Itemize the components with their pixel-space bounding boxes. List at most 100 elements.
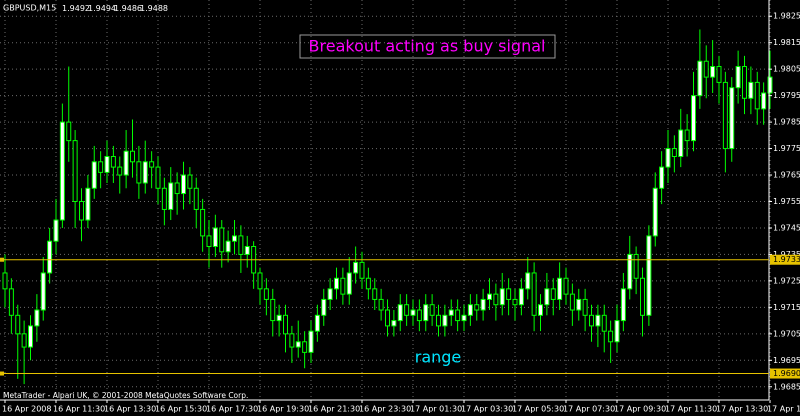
candle-body [308, 330, 314, 353]
candle-body [174, 182, 180, 195]
candle-body [557, 277, 563, 300]
candle-body [276, 314, 282, 322]
candle-body [340, 277, 346, 295]
candle-body [193, 187, 199, 210]
x-tick-label: 16 Apr 21:30 [308, 405, 360, 414]
candle-body [257, 272, 263, 290]
candle-body [161, 187, 167, 210]
candle-body [34, 309, 40, 327]
candle-body [550, 288, 556, 300]
candle-body [684, 129, 690, 142]
x-tick-label: 16 Apr 23:30 [359, 405, 411, 414]
x-tick-label: 16 Apr 17:30 [206, 405, 258, 414]
candle-body [665, 148, 671, 168]
price-line-tag [770, 254, 800, 265]
candle-body [321, 298, 327, 316]
candle-body [614, 320, 620, 343]
x-tick-label: 17 Apr 05:30 [512, 405, 564, 414]
candle-body [85, 187, 91, 221]
candle-body [212, 227, 218, 247]
y-tick-label: 1.9805 [773, 65, 800, 74]
x-tick-label: 17 Apr 15:30 [767, 405, 800, 414]
candle-body [8, 288, 14, 316]
candle-body [206, 235, 212, 247]
candle-body [353, 261, 359, 274]
candle-body [155, 166, 161, 189]
candle-body [703, 60, 709, 78]
candle-body [219, 227, 225, 253]
candle-body [569, 293, 575, 311]
header-price: 1.9494 [88, 4, 116, 13]
candle-body [671, 148, 677, 158]
price-line-tag [770, 368, 800, 379]
candle-body [200, 208, 206, 237]
candle-body [53, 219, 59, 242]
x-tick-label: 16 Apr 13:30 [104, 405, 156, 414]
candle-body [474, 304, 480, 311]
x-tick-label: 17 Apr 03:30 [461, 405, 513, 414]
y-tick-label: 1.9695 [773, 356, 800, 365]
candle-body [397, 304, 403, 322]
candle-body [359, 261, 365, 279]
candle-body [142, 161, 148, 184]
candle-body [270, 298, 276, 322]
y-tick-label: 1.9775 [773, 144, 800, 153]
candle-body [525, 272, 531, 290]
price-line-marker [0, 257, 4, 262]
candle-body [47, 240, 53, 274]
x-tick-label: 17 Apr 01:30 [410, 405, 462, 414]
candle-body [722, 81, 728, 150]
y-tick-label: 1.9715 [773, 303, 800, 312]
header-price: 1.9486 [114, 4, 142, 13]
candle-body [130, 150, 135, 163]
candle-body [448, 309, 454, 316]
y-tick-label: 1.9795 [773, 91, 800, 100]
candle-body [601, 314, 607, 332]
header-price: 1.9492 [62, 4, 90, 13]
candle-body [518, 288, 524, 306]
candle-body [302, 341, 308, 353]
candle-body [748, 81, 754, 99]
candle-body [410, 309, 416, 316]
y-tick-label: 1.9735 [773, 250, 800, 259]
candle-body [754, 81, 760, 110]
candle-body [21, 333, 27, 348]
candle-body [735, 66, 741, 89]
candle-body [91, 161, 97, 189]
candle-body [563, 277, 569, 295]
candle-body [461, 314, 467, 322]
candle-body [423, 304, 429, 322]
candle-body [659, 166, 665, 189]
candle-body [467, 304, 473, 316]
x-tick-label: 16 Apr 11:30 [53, 405, 105, 414]
annotation: Breakout acting as buy signal [309, 37, 546, 56]
candle-body [767, 76, 773, 94]
candle-body [652, 187, 658, 237]
header-prices: 1.94921.94941.94861.9488 [62, 4, 168, 13]
candle-body [531, 272, 537, 316]
candle-body [2, 272, 8, 290]
candle-body [98, 161, 104, 173]
y-tick-label: 1.9825 [773, 12, 800, 21]
y-tick-label: 1.9765 [773, 171, 800, 180]
y-tick-label: 1.9725 [773, 276, 800, 285]
candle-body [499, 288, 505, 306]
candle-body [595, 314, 601, 327]
candle-body [104, 156, 110, 173]
header-price: 1.9488 [140, 4, 168, 13]
candle-body [72, 140, 78, 202]
candle-body [544, 288, 550, 306]
candle-body [455, 309, 461, 322]
candle-body [633, 253, 639, 279]
candle-body [327, 288, 333, 300]
candle-body [582, 298, 588, 316]
price-line-marker [0, 371, 4, 376]
candle-body [404, 304, 410, 316]
candle-body [620, 288, 626, 322]
candle-body [710, 66, 716, 78]
y-tick-label: 1.9705 [773, 329, 800, 338]
candle-body [742, 66, 747, 99]
candle-body [117, 166, 123, 176]
grid-layer [0, 0, 771, 400]
